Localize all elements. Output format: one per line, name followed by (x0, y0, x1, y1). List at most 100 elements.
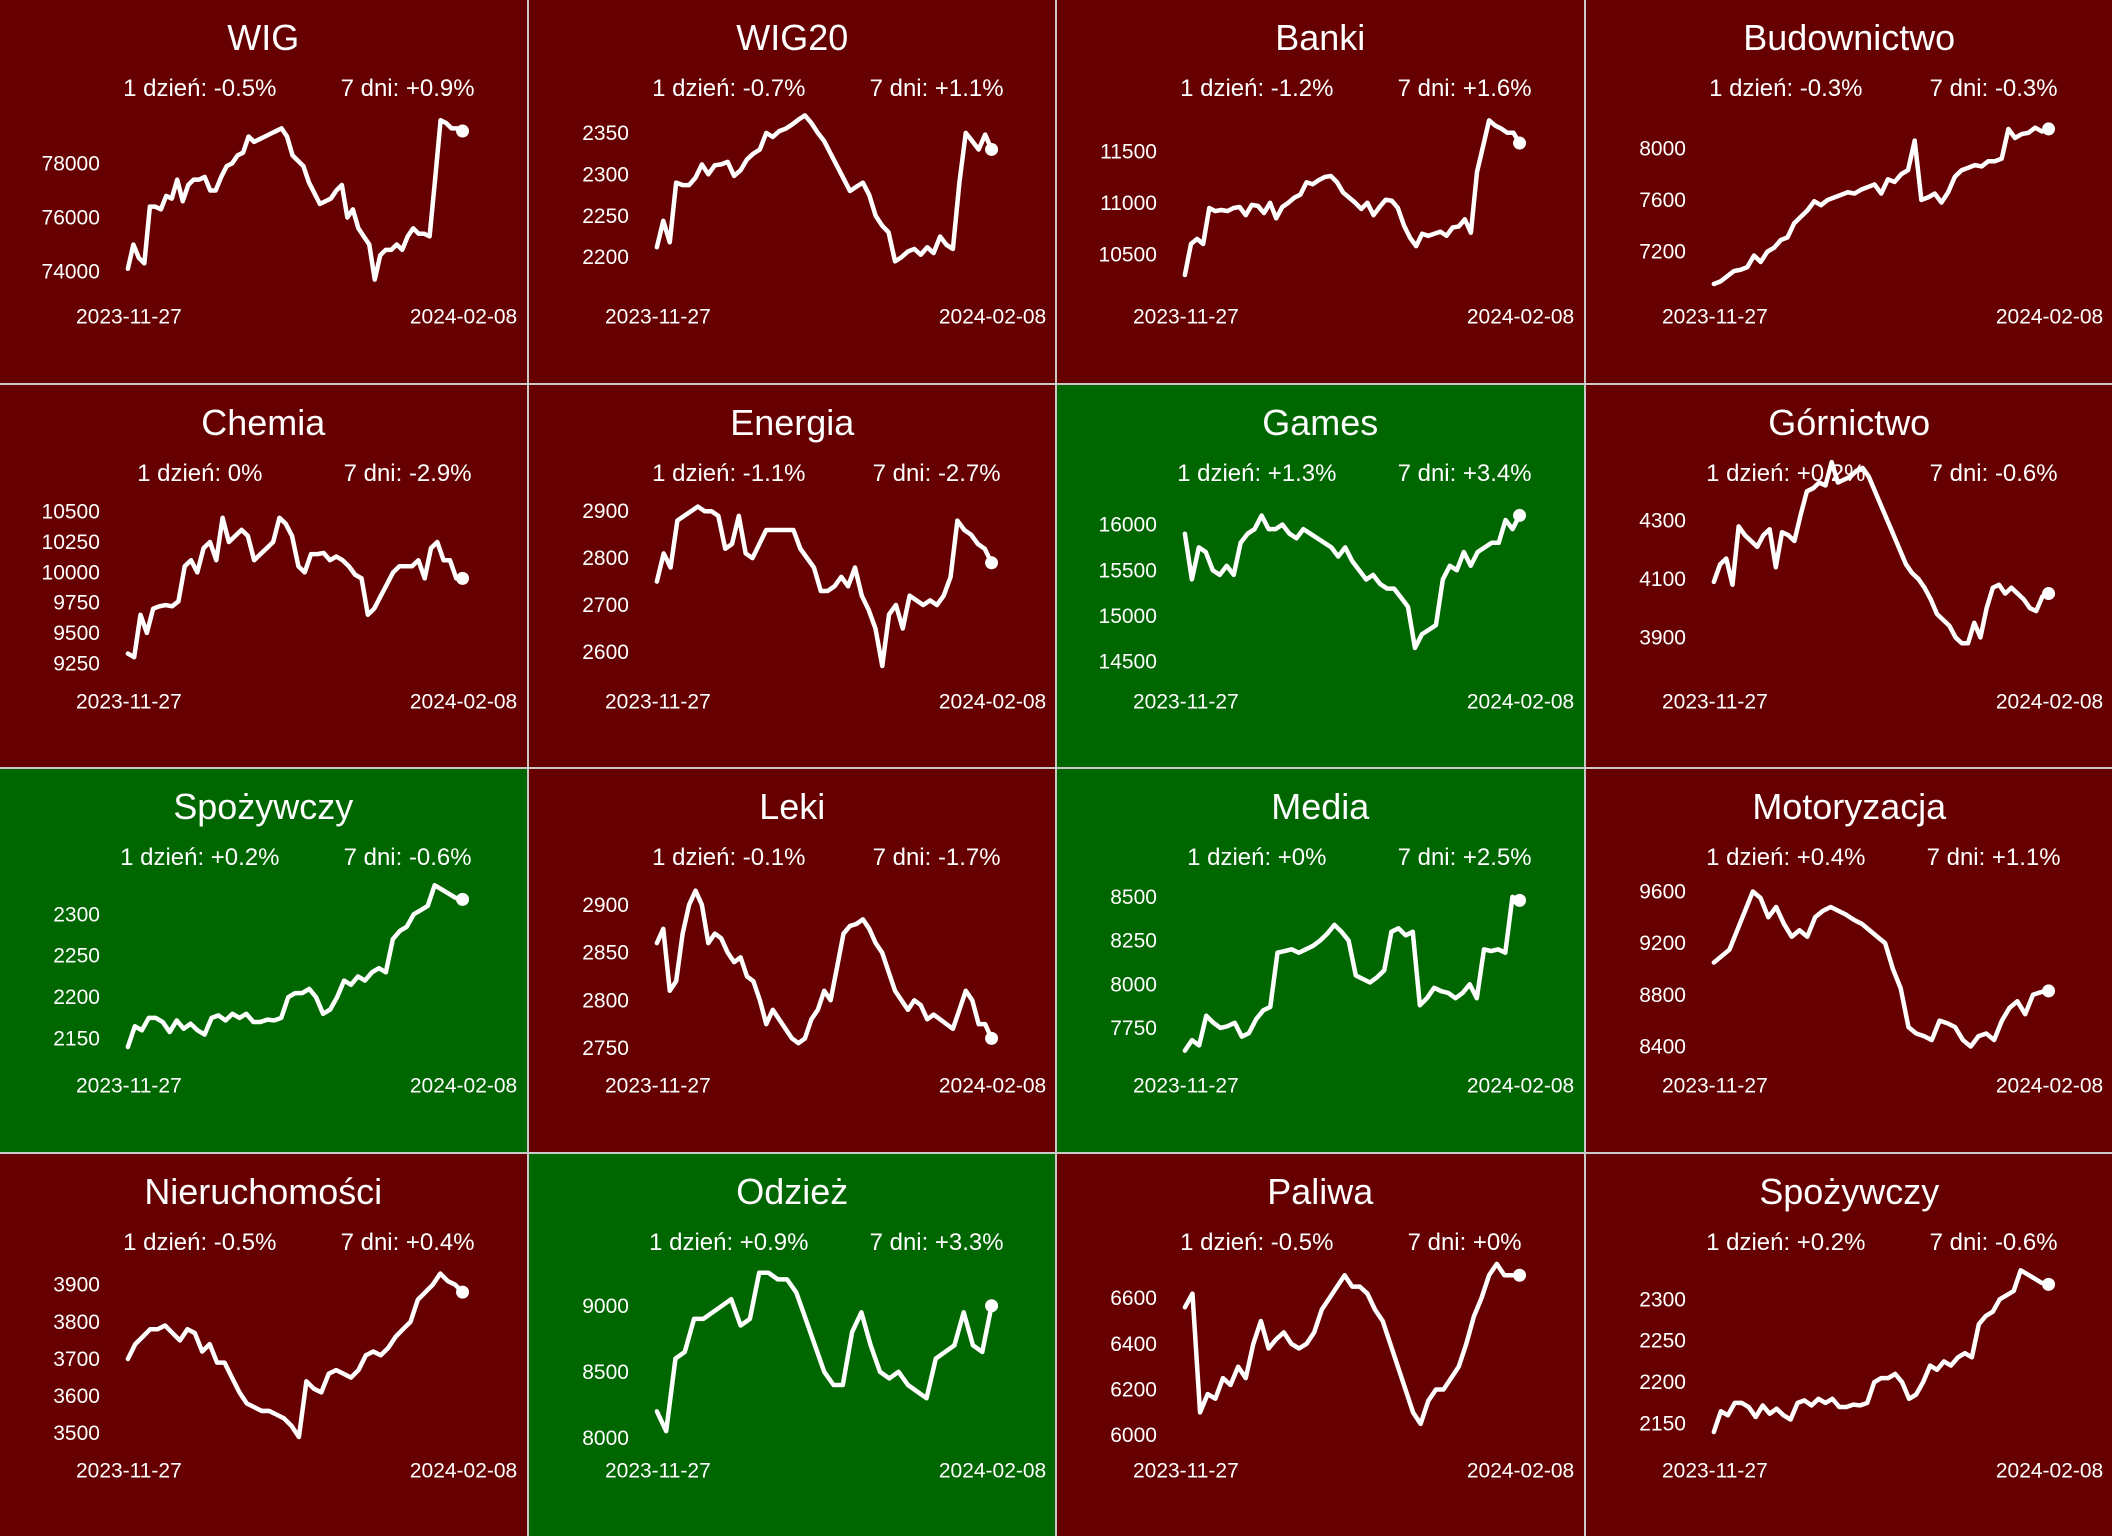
seven-day-change: 7 dni: +0.9% (341, 75, 475, 102)
y-tick-label: 3900 (53, 1273, 100, 1296)
sector-line-chart: Budownictwo 1 dzień: -0.3% 7 dni: -0.3% 720… (1639, 17, 2103, 328)
one-day-change: 1 dzień: -1.1% (652, 460, 805, 487)
sector-panel: WIG20 1 dzień: -0.7% 7 dni: +1.1% 2200 2250 2… (528, 0, 1055, 383)
y-tick-label: 8500 (1110, 886, 1157, 909)
sector-panel: Games 1 dzień: +1.3% 7 dni: +3.4% 14500 1500… (1057, 384, 1584, 767)
y-tick-label: 8400 (1639, 1035, 1686, 1058)
last-value-marker (456, 124, 470, 138)
last-value-marker (2041, 1277, 2055, 1291)
x-end-date: 2024-02-08 (1467, 305, 1574, 328)
y-tick-label: 9500 (53, 621, 100, 644)
one-day-change: 1 dzień: +0.9% (649, 1229, 808, 1256)
y-tick-label: 14500 (1099, 650, 1157, 673)
series-line (1182, 894, 1522, 1053)
one-day-change: 1 dzień: +0.2% (120, 844, 279, 871)
series-line (654, 113, 994, 264)
series-line (125, 515, 465, 659)
series-line (654, 888, 994, 1046)
last-value-marker (984, 1031, 998, 1045)
x-start-date: 2023-11-27 (76, 305, 182, 328)
sector-panel: Odzież 1 dzień: +0.9% 7 dni: +3.3% 8000 8500… (528, 1153, 1055, 1536)
y-tick-label: 15500 (1099, 559, 1157, 582)
seven-day-change: 7 dni: +2.5% (1398, 844, 1532, 871)
chart-title: Budownictwo (1743, 17, 1955, 58)
x-start-date: 2023-11-27 (1661, 690, 1767, 713)
one-day-change: 1 dzień: -0.3% (1709, 75, 1862, 102)
sector-line-chart: Spożywczy 1 dzień: +0.2% 7 dni: -0.6% 2150 2… (1639, 1171, 2103, 1482)
x-start-date: 2023-11-27 (1133, 305, 1239, 328)
chart-title: Leki (759, 786, 825, 827)
sector-panel: Chemia 1 dzień: 0% 7 dni: -2.9% 9250 9500 975… (0, 384, 527, 767)
y-tick-label: 8500 (582, 1360, 629, 1383)
chart-title: WIG (227, 17, 299, 58)
last-value-marker (984, 555, 998, 569)
sector-panel: Budownictwo 1 dzień: -0.3% 7 dni: -0.3% 720… (1585, 0, 2112, 383)
x-end-date: 2024-02-08 (1995, 1074, 2102, 1097)
x-start-date: 2023-11-27 (1661, 305, 1767, 328)
sector-line-chart: Energia 1 dzień: -1.1% 7 dni: -2.7% 2600 270… (582, 402, 1046, 713)
x-end-date: 2024-02-08 (1995, 1459, 2102, 1482)
series-line (1182, 512, 1522, 650)
x-start-date: 2023-11-27 (604, 1459, 710, 1482)
series-line (1182, 1261, 1522, 1426)
y-tick-label: 2300 (582, 163, 629, 186)
chart-title: Banki (1275, 17, 1365, 58)
y-tick-label: 8000 (582, 1426, 629, 1449)
y-tick-label: 9250 (53, 652, 100, 675)
series-line (654, 503, 994, 668)
y-tick-label: 3500 (53, 1422, 100, 1445)
x-end-date: 2024-02-08 (1467, 1074, 1574, 1097)
last-value-marker (1513, 893, 1527, 907)
series-line (125, 118, 465, 282)
y-tick-label: 6000 (1110, 1424, 1157, 1447)
y-tick-label: 2350 (582, 122, 629, 145)
y-tick-label: 10500 (42, 500, 100, 523)
sector-line-chart: Leki 1 dzień: -0.1% 7 dni: -1.7% 2750 2800 28… (582, 786, 1046, 1097)
one-day-change: 1 dzień: -0.5% (123, 75, 276, 102)
chart-title: Odzież (736, 1171, 848, 1212)
seven-day-change: 7 dni: +3.4% (1398, 460, 1532, 487)
x-start-date: 2023-11-27 (76, 1074, 182, 1097)
one-day-change: 1 dzień: +1.3% (1177, 460, 1336, 487)
chart-title: Media (1271, 786, 1370, 827)
y-tick-label: 3800 (53, 1310, 100, 1333)
x-end-date: 2024-02-08 (1467, 1459, 1574, 1482)
series-line (654, 1270, 994, 1433)
sector-panel: Górnictwo 1 dzień: +0.2% 7 dni: -0.6% 3900 4… (1585, 384, 2112, 767)
sector-line-chart: Banki 1 dzień: -1.2% 7 dni: +1.6% 10500 1100… (1099, 17, 1575, 328)
sector-line-chart: WIG20 1 dzień: -0.7% 7 dni: +1.1% 2200 2250 2… (582, 17, 1046, 328)
y-tick-label: 8000 (1110, 973, 1157, 996)
y-tick-label: 2800 (582, 547, 629, 570)
series-line (1182, 118, 1522, 278)
sector-line-chart: Games 1 dzień: +1.3% 7 dni: +3.4% 14500 1500… (1099, 402, 1575, 713)
y-tick-label: 10250 (42, 530, 100, 553)
y-tick-label: 2750 (582, 1037, 629, 1060)
x-end-date: 2024-02-08 (410, 690, 517, 713)
sector-panel: Banki 1 dzień: -1.2% 7 dni: +1.6% 10500 1100… (1057, 0, 1584, 383)
one-day-change: 1 dzień: -0.1% (652, 844, 805, 871)
x-end-date: 2024-02-08 (1995, 305, 2102, 328)
y-tick-label: 2150 (1639, 1412, 1686, 1435)
series-line (1711, 125, 2051, 287)
y-tick-label: 2700 (582, 594, 629, 617)
sector-line-chart: Paliwa 1 dzień: -0.5% 7 dni: +0% 6000 6200 64… (1110, 1171, 1574, 1482)
series-line (125, 882, 465, 1050)
chart-title: Górnictwo (1768, 402, 1930, 443)
series-line (1711, 1267, 2051, 1434)
x-end-date: 2024-02-08 (938, 1074, 1045, 1097)
y-tick-label: 8800 (1639, 984, 1686, 1007)
sector-panel: WIG 1 dzień: -0.5% 7 dni: +0.9% 74000 76000 7… (0, 0, 527, 383)
sector-panel: Energia 1 dzień: -1.1% 7 dni: -2.7% 2600 270… (528, 384, 1055, 767)
seven-day-change: 7 dni: -0.3% (1929, 75, 2057, 102)
seven-day-change: 7 dni: +0.4% (341, 1229, 475, 1256)
sector-line-chart: Media 1 dzień: +0% 7 dni: +2.5% 7750 8000 825… (1110, 786, 1574, 1097)
chart-title: Spożywczy (1759, 1171, 1939, 1212)
x-start-date: 2023-11-27 (1661, 1459, 1767, 1482)
sector-line-chart: Spożywczy 1 dzień: +0.2% 7 dni: -0.6% 2150 2… (53, 786, 517, 1097)
chart-title: Energia (730, 402, 855, 443)
one-day-change: 1 dzień: -0.5% (123, 1229, 276, 1256)
x-start-date: 2023-11-27 (604, 305, 710, 328)
seven-day-change: 7 dni: -0.6% (1929, 1229, 2057, 1256)
y-tick-label: 3600 (53, 1385, 100, 1408)
